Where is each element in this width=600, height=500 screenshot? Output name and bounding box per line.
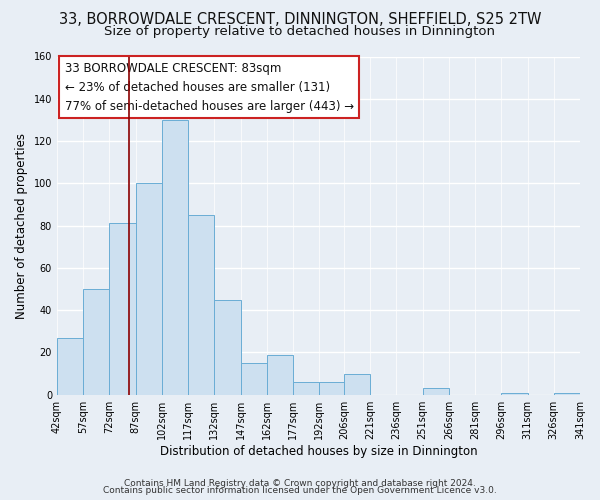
Bar <box>57 338 83 394</box>
Text: Size of property relative to detached houses in Dinnington: Size of property relative to detached ho… <box>104 25 496 38</box>
Bar <box>188 215 214 394</box>
Bar <box>162 120 188 394</box>
Bar <box>422 388 449 394</box>
Bar <box>109 224 136 394</box>
Text: Contains HM Land Registry data © Crown copyright and database right 2024.: Contains HM Land Registry data © Crown c… <box>124 478 476 488</box>
Bar <box>136 184 162 394</box>
Bar <box>344 374 370 394</box>
Bar <box>214 300 241 394</box>
Y-axis label: Number of detached properties: Number of detached properties <box>15 132 28 318</box>
Bar <box>267 354 293 395</box>
Bar <box>501 392 527 394</box>
Text: 33, BORROWDALE CRESCENT, DINNINGTON, SHEFFIELD, S25 2TW: 33, BORROWDALE CRESCENT, DINNINGTON, SHE… <box>59 12 541 28</box>
Bar <box>83 289 109 395</box>
Bar <box>241 363 267 394</box>
Bar <box>293 382 319 394</box>
X-axis label: Distribution of detached houses by size in Dinnington: Distribution of detached houses by size … <box>160 444 477 458</box>
Text: 33 BORROWDALE CRESCENT: 83sqm
← 23% of detached houses are smaller (131)
77% of : 33 BORROWDALE CRESCENT: 83sqm ← 23% of d… <box>65 62 354 112</box>
Bar <box>554 392 580 394</box>
Bar <box>319 382 346 394</box>
Text: Contains public sector information licensed under the Open Government Licence v3: Contains public sector information licen… <box>103 486 497 495</box>
